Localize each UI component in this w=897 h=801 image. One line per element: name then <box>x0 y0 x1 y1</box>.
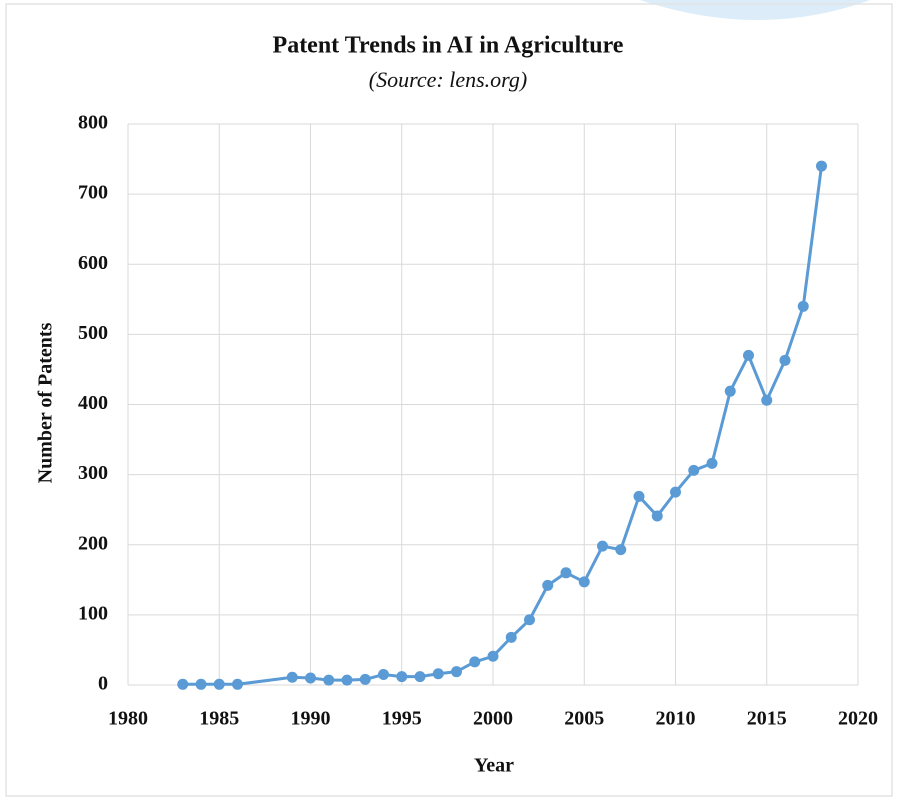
data-point <box>542 579 554 591</box>
chart-title: Patent Trends in AI in Agriculture <box>273 33 624 59</box>
decoration <box>640 0 870 20</box>
data-point <box>743 349 754 361</box>
data-point <box>797 300 809 312</box>
x-tick-label: 1985 <box>199 708 239 730</box>
y-tick-label: 0 <box>98 673 108 695</box>
y-tick-label: 700 <box>78 182 108 204</box>
data-point <box>633 490 645 502</box>
data-point <box>578 576 590 588</box>
data-point <box>195 678 207 690</box>
y-tick-label: 500 <box>78 322 108 344</box>
chart-subtitle: (Source: lens.org) <box>369 67 527 92</box>
y-tick-label: 800 <box>78 112 108 134</box>
data-point <box>597 540 608 552</box>
data-point <box>487 650 499 662</box>
y-tick-label: 400 <box>78 392 108 414</box>
data-point <box>524 614 535 626</box>
x-tick-label: 2020 <box>838 708 878 730</box>
data-point <box>451 666 462 678</box>
data-point <box>232 678 243 690</box>
data-point <box>378 668 389 680</box>
data-point <box>396 671 408 683</box>
data-point <box>706 457 718 469</box>
data-point <box>305 672 316 684</box>
data-point <box>651 510 663 522</box>
data-point <box>323 674 335 686</box>
y-axis-label: Number of Patents <box>35 322 57 483</box>
x-tick-label: 1990 <box>291 708 331 730</box>
x-tick-label: 2000 <box>473 708 513 730</box>
x-tick-label: 2005 <box>564 708 604 730</box>
data-point <box>505 631 517 643</box>
data-point <box>177 678 189 690</box>
data-point <box>560 567 572 579</box>
data-point <box>414 671 426 683</box>
data-point <box>688 464 700 476</box>
data-point <box>432 668 444 680</box>
data-point <box>341 674 353 686</box>
data-point <box>213 678 225 690</box>
data-line <box>182 165 823 686</box>
x-axis-label: Year <box>474 755 514 777</box>
data-point <box>615 544 627 556</box>
data-point <box>359 673 371 685</box>
y-tick-label: 200 <box>78 532 108 554</box>
x-tick-label: 1980 <box>108 708 148 730</box>
data-point <box>816 160 827 172</box>
frame <box>5 3 893 797</box>
y-tick-label: 100 <box>78 602 108 624</box>
y-tick-label: 300 <box>78 462 108 484</box>
data-point <box>761 394 773 406</box>
data-point <box>286 671 298 683</box>
x-tick-label: 2010 <box>656 708 696 730</box>
data-point <box>469 656 481 668</box>
data-point <box>670 486 681 498</box>
data-point <box>724 385 736 397</box>
x-tick-label: 2015 <box>747 708 787 730</box>
x-tick-label: 1995 <box>382 708 422 730</box>
y-tick-label: 600 <box>78 252 108 274</box>
data-point <box>779 354 791 366</box>
